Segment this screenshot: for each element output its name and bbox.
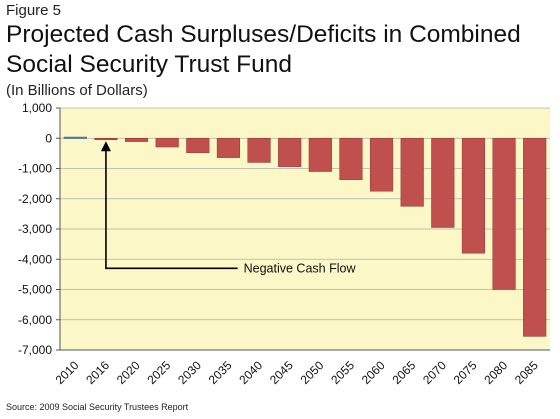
chart-subtitle: (In Billions of Dollars) [6,82,148,99]
x-tick-label: 2060 [359,358,388,387]
bar-2016 [94,138,118,140]
x-axis-ticks: 2010 2016 2020 2025 2030 2035 2040 2045 2050 2055… [53,358,541,387]
bar-2075 [461,138,486,254]
bar-2055 [339,138,363,180]
x-tick-label: 2045 [267,358,296,387]
y-tick-label: -5,000 [18,283,52,297]
x-tick-label: 2020 [114,358,143,387]
x-tick-label: 2010 [53,358,82,387]
annotation: Negative Cash Flow [100,141,357,275]
y-tick-label: -7,000 [18,343,52,357]
x-tick-label: 2070 [420,358,449,387]
bar-2025 [155,138,179,148]
bar-2040 [247,138,271,163]
x-tick-label: 2065 [390,358,419,387]
bar-2050 [308,138,332,172]
x-tick-label: 2030 [175,358,204,387]
bar-2085 [523,138,547,337]
annotation-arrow-line [105,150,238,270]
x-tick-label: 2050 [298,358,327,387]
x-tick-label: 2075 [451,358,480,387]
bar-2020 [124,138,149,142]
chart-title: Projected Cash Surpluses/Deficits in Com… [6,21,521,78]
bar-2070 [431,138,455,228]
annotation-arrow-head [100,141,111,152]
bar-2045 [278,138,302,167]
bar-2035 [216,138,241,158]
y-tick-label: -4,000 [18,252,52,266]
x-tick-label: 2025 [145,358,174,387]
y-tick-label: -2,000 [18,192,52,206]
y-tick-label: -3,000 [18,222,52,236]
y-tick-label: -6,000 [18,313,52,327]
x-tick-label: 2016 [83,358,112,387]
bar-2010 [63,136,87,139]
x-tick-label: 2040 [236,358,265,387]
x-tick-label: 2055 [328,358,357,387]
y-tick-label: 0 [45,131,52,145]
annotation-label: Negative Cash Flow [244,261,357,275]
y-axis-ticks: 1,000 0 -1,000 -2,000 -3,000 -4,000 -5,000 -6,0… [18,101,550,357]
bar-2080 [492,138,516,290]
x-tick-label: 2035 [206,358,235,387]
bar-2030 [186,138,210,154]
bar-2065 [400,138,424,207]
y-tick-label: 1,000 [22,101,52,115]
figure-label: Figure 5 [6,2,62,19]
source-note: Source: 2009 Social Security Trustees Re… [6,402,189,412]
x-tick-label: 2080 [481,358,510,387]
bar-2060 [369,138,394,192]
bars [63,136,547,337]
x-tick-label: 2085 [512,358,541,387]
y-tick-label: -1,000 [18,162,52,176]
